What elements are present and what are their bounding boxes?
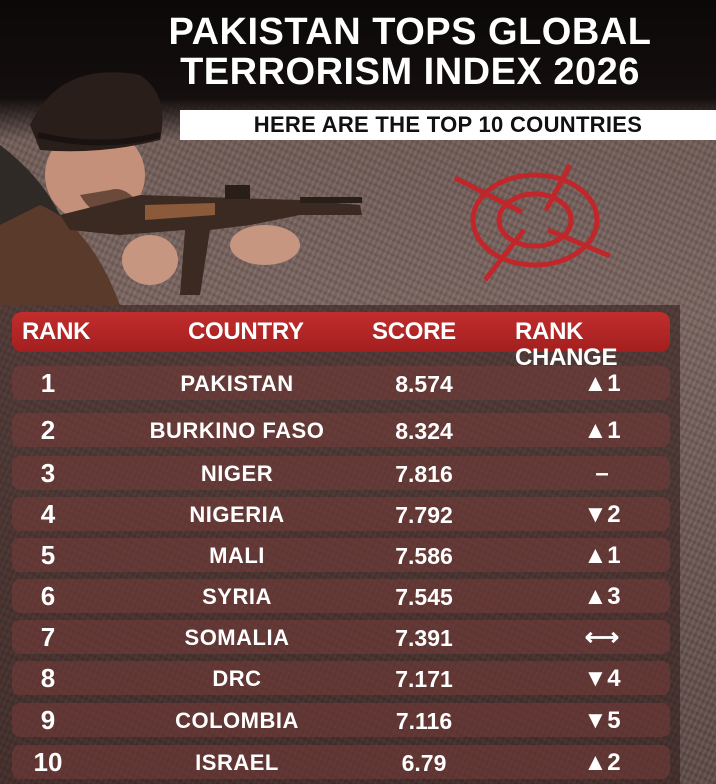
rank-change-cell: ⟷ [584, 624, 620, 651]
rank-change-cell: ▼4 [583, 665, 621, 692]
table-row: 8 DRC 7.171 ▼4 [12, 661, 670, 695]
subtitle-bar: HERE ARE THE TOP 10 COUNTRIES [180, 110, 716, 140]
score-cell: 7.545 [395, 584, 453, 610]
rank-change-cell: ▲3 [583, 583, 621, 610]
country-cell: PAKISTAN [180, 371, 294, 396]
rank-cell: 2 [40, 415, 56, 445]
rank-cell: 9 [40, 705, 56, 735]
rank-cell: 4 [40, 499, 56, 529]
column-header-score: SCORE [372, 318, 456, 345]
subtitle: HERE ARE THE TOP 10 COUNTRIES [253, 112, 643, 137]
column-header-rank: RANK [22, 318, 91, 345]
column-header-country: COUNTRY [188, 318, 304, 345]
score-cell: 7.116 [395, 708, 453, 734]
table-row: 7 SOMALIA 7.391 ⟷ [12, 620, 670, 654]
country-cell: ISRAEL [195, 750, 279, 775]
table-row: 2 BURKINO FASO 8.324 ▲1 [12, 413, 670, 447]
page-title: PAKISTAN TOPS GLOBAL TERRORISM INDEX 202… [110, 12, 710, 92]
rank-cell: 1 [40, 368, 56, 398]
country-cell: MALI [209, 543, 265, 568]
column-header-rank-change: RANK CHANGE [515, 318, 618, 371]
country-cell: NIGER [200, 461, 274, 486]
country-cell: NIGERIA [189, 502, 285, 527]
table-row: 6 SYRIA 7.545 ▲3 [12, 579, 670, 613]
score-cell: 7.586 [395, 543, 453, 569]
score-cell: 7.391 [395, 625, 453, 651]
rank-cell: 6 [40, 581, 56, 611]
rank-cell: 7 [40, 622, 56, 652]
rank-change-cell: ▲2 [583, 749, 621, 776]
rank-cell: 10 [33, 747, 63, 777]
table-row: 4 NIGERIA 7.792 ▼2 [12, 497, 670, 531]
rank-change-cell: – [595, 460, 609, 487]
table-row: 10 ISRAEL 6.79 ▲2 [12, 745, 670, 779]
title-line-2: TERRORISM INDEX 2026 [180, 51, 640, 93]
score-cell: 6.79 [401, 750, 447, 776]
table-row: 3 NIGER 7.816 – [12, 456, 670, 490]
country-cell: BURKINO FASO [149, 418, 325, 443]
score-cell: 8.574 [395, 371, 453, 397]
table-header: RANK COUNTRY SCORE RANK CHANGE [12, 312, 670, 371]
country-cell: COLOMBIA [175, 708, 299, 733]
score-cell: 8.324 [395, 418, 453, 444]
table-row: 1 PAKISTAN 8.574 ▲1 [12, 366, 670, 400]
country-cell: DRC [212, 666, 262, 691]
country-cell: SYRIA [202, 584, 272, 609]
rank-change-cell: ▲1 [583, 417, 621, 444]
score-cell: 7.792 [395, 502, 453, 528]
title-line-1: PAKISTAN TOPS GLOBAL [168, 11, 652, 53]
table-row: 5 MALI 7.586 ▲1 [12, 538, 670, 572]
soldier-with-rifle-illustration [0, 72, 362, 305]
rank-cell: 3 [40, 458, 56, 488]
rank-change-cell: ▼5 [583, 707, 621, 734]
rank-cell: 8 [40, 663, 56, 693]
table-row: 9 COLOMBIA 7.116 ▼5 [12, 703, 670, 737]
score-cell: 7.816 [395, 461, 453, 487]
rank-cell: 5 [40, 540, 56, 570]
rank-change-cell: ▼2 [583, 501, 621, 528]
score-cell: 7.171 [395, 666, 453, 692]
rank-change-cell: ▲1 [583, 542, 621, 569]
crosshair-target-icon [453, 163, 611, 282]
rank-change-cell: ▲1 [583, 370, 621, 397]
country-cell: SOMALIA [184, 625, 290, 650]
